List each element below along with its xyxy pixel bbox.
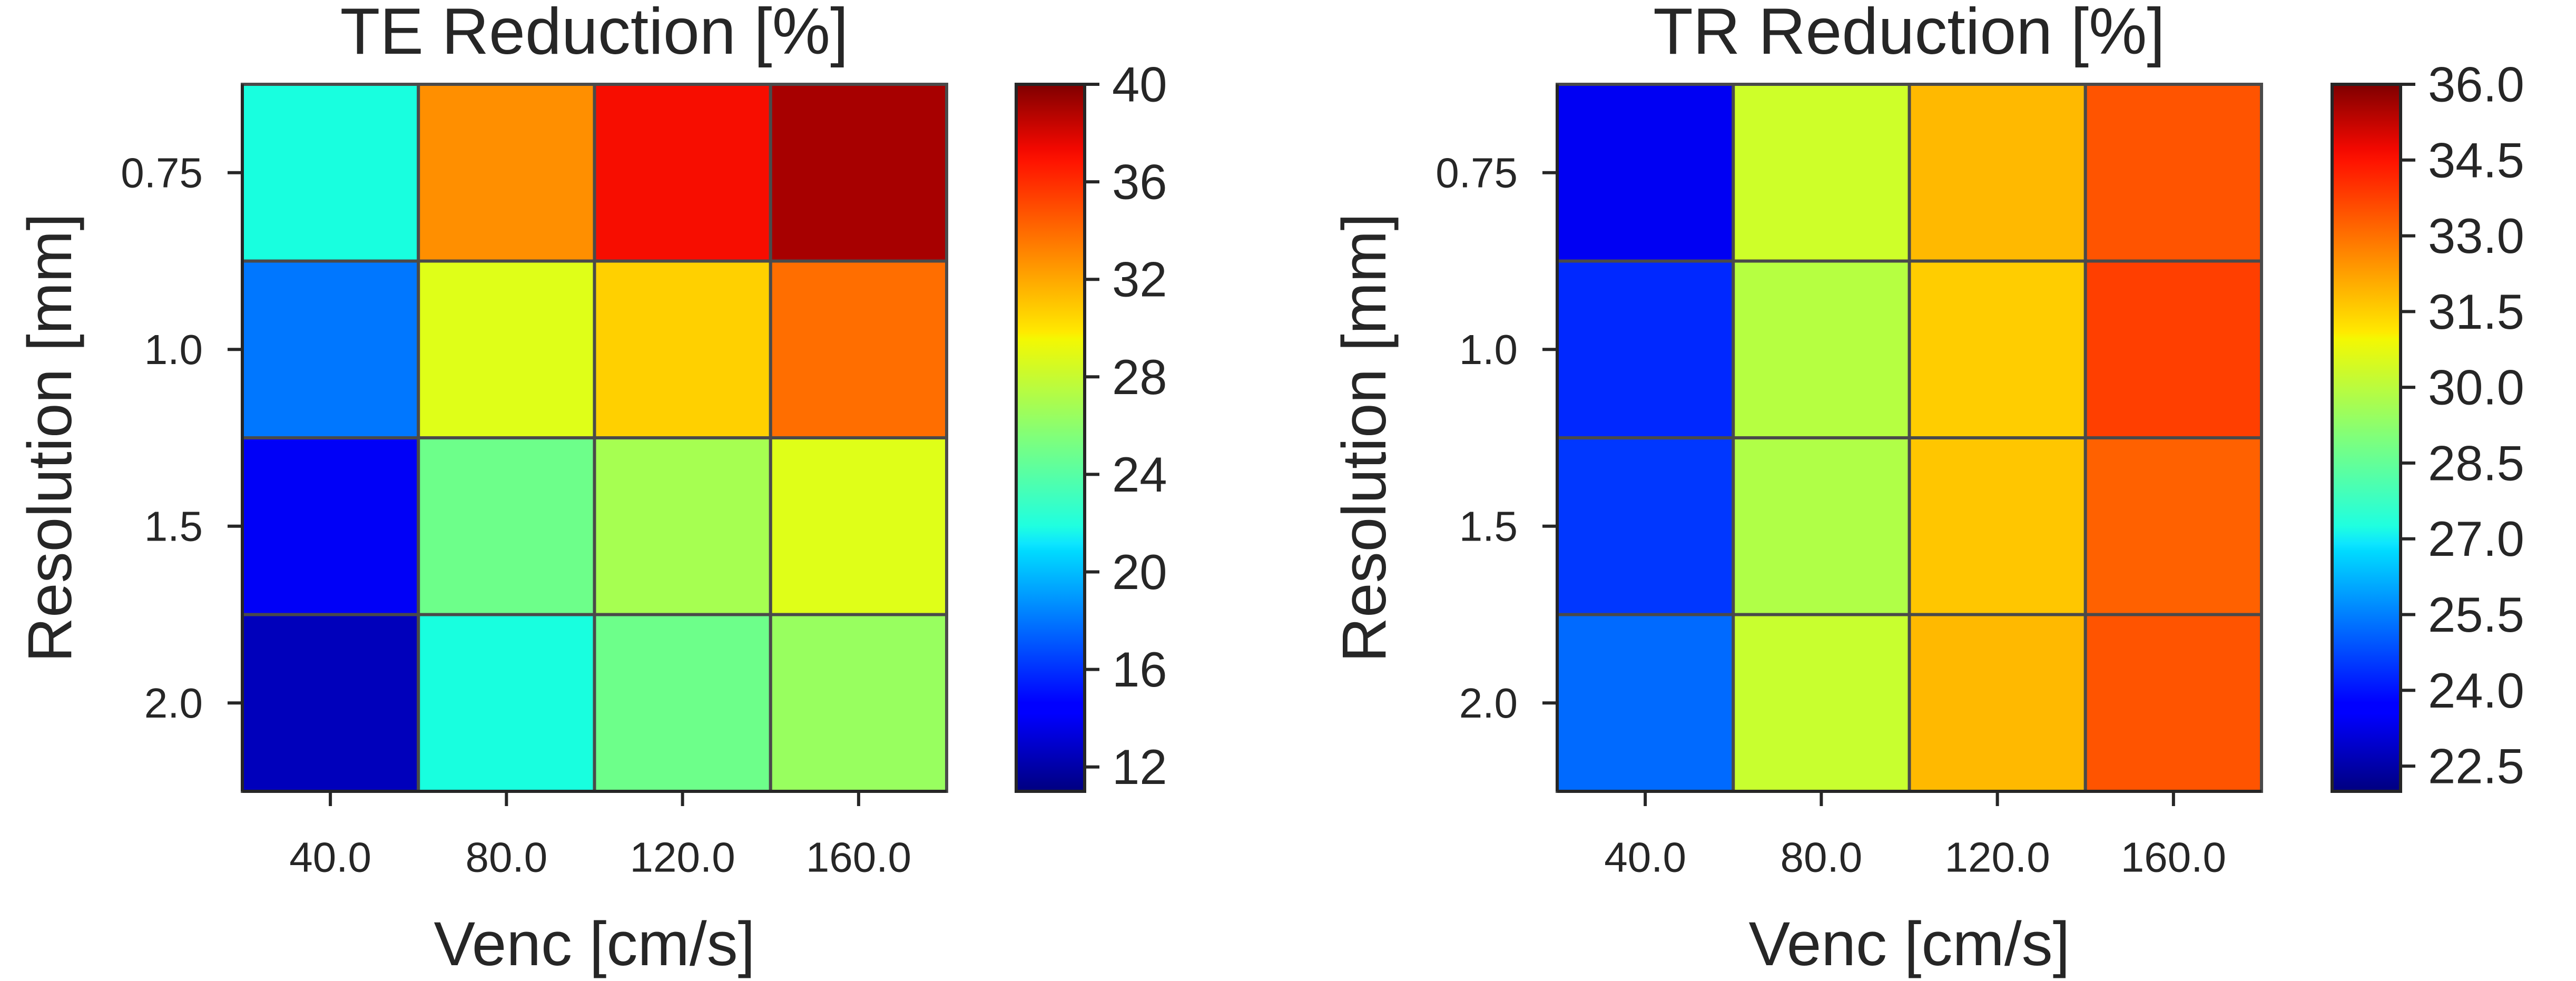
heatmap-cell-te-r1-c1 xyxy=(417,259,596,439)
colorbar-tick-label-tr-8: 34.5 xyxy=(2428,132,2524,188)
heatmap-panel-te: 0.75 1.0 1.5 2.0 40.0 80.0 120.0 160.0 TE Reduct… xyxy=(15,0,1167,979)
heatmap-cell-tr-r0-c0 xyxy=(1556,83,1735,263)
heatmap-cell-te-r3-c1 xyxy=(417,613,596,793)
colorbar-tick-label-tr-2: 25.5 xyxy=(2428,587,2524,642)
x-tick-label-te-2: 120.0 xyxy=(630,834,735,881)
heatmap-cell-te-r2-c1 xyxy=(417,436,596,616)
colorbar-tick-label-te-1: 16 xyxy=(1112,642,1167,697)
heatmap-cell-te-r0-c2 xyxy=(593,83,772,263)
x-tick-label-tr-3: 160.0 xyxy=(2121,834,2226,881)
heatmap-cell-tr-r1-c0 xyxy=(1556,259,1735,439)
colorbar-tick-label-tr-0: 22.5 xyxy=(2428,739,2524,794)
colorbar-tick-label-te-6: 36 xyxy=(1112,154,1167,210)
heatmap-cell-tr-r0-c3 xyxy=(2083,83,2263,263)
heatmap-cell-te-r2-c3 xyxy=(769,436,948,616)
colorbar-tr xyxy=(2331,83,2402,793)
heatmap-cell-tr-r2-c2 xyxy=(1908,436,2087,616)
y-tick-label-tr-3: 2.0 xyxy=(1459,680,1518,727)
heatmap-cell-tr-r1-c1 xyxy=(1732,259,1911,439)
x-axis-label-te: Venc [cm/s] xyxy=(434,909,755,979)
heatmap-cell-te-r1-c2 xyxy=(593,259,772,439)
colorbar-tick-label-te-3: 24 xyxy=(1112,447,1167,502)
y-tick-label-te-1: 1.0 xyxy=(144,326,203,373)
heatmap-cell-te-r0-c0 xyxy=(241,83,420,263)
x-tick-label-te-0: 40.0 xyxy=(289,834,371,881)
heatmap-cell-tr-r3-c1 xyxy=(1732,613,1911,793)
x-axis-label-tr: Venc [cm/s] xyxy=(1749,909,2070,979)
y-tick-label-te-3: 2.0 xyxy=(144,680,203,727)
y-tick-label-tr-0: 0.75 xyxy=(1436,149,1518,196)
heatmap-cell-te-r0-c3 xyxy=(769,83,948,263)
heatmap-cell-tr-r3-c0 xyxy=(1556,613,1735,793)
heatmap-cell-te-r0-c1 xyxy=(417,83,596,263)
heatmap-cell-te-r2-c2 xyxy=(593,436,772,616)
colorbar-tick-label-te-0: 12 xyxy=(1112,739,1167,794)
colorbar-tick-label-tr-1: 24.0 xyxy=(2428,663,2524,718)
heatmap-cell-tr-r0-c2 xyxy=(1908,83,2087,263)
heatmap-cell-tr-r2-c0 xyxy=(1556,436,1735,616)
y-axis-label-te: Resolution [mm] xyxy=(15,213,85,663)
heatmap-cell-te-r1-c3 xyxy=(769,259,948,439)
y-tick-label-tr-2: 1.5 xyxy=(1459,503,1518,550)
heatmap-cell-tr-r3-c2 xyxy=(1908,613,2087,793)
x-tick-label-te-3: 160.0 xyxy=(806,834,911,881)
colorbar-tick-label-te-2: 20 xyxy=(1112,544,1167,600)
x-tick-label-tr-2: 120.0 xyxy=(1945,834,2050,881)
y-axis-label-tr: Resolution [mm] xyxy=(1330,213,1399,663)
heatmap-cell-tr-r2-c3 xyxy=(2083,436,2263,616)
x-tick-label-tr-1: 80.0 xyxy=(1781,834,1863,881)
colorbar-tick-label-te-7: 40 xyxy=(1112,57,1167,112)
heatmap-cell-tr-r3-c3 xyxy=(2083,613,2263,793)
colorbar-tick-label-te-4: 28 xyxy=(1112,349,1167,405)
heatmap-cell-te-r2-c0 xyxy=(241,436,420,616)
heatmap-cell-tr-r0-c1 xyxy=(1732,83,1911,263)
chart-title-tr: TR Reduction [%] xyxy=(1653,0,2165,68)
colorbar-tick-label-te-5: 32 xyxy=(1112,252,1167,307)
colorbar-tick-label-tr-6: 31.5 xyxy=(2428,284,2524,339)
y-tick-label-tr-1: 1.0 xyxy=(1459,326,1518,373)
x-tick-label-tr-0: 40.0 xyxy=(1604,834,1686,881)
heatmap-cell-te-r3-c2 xyxy=(593,613,772,793)
heatmap-cell-tr-r1-c3 xyxy=(2083,259,2263,439)
heatmap-panel-tr: 0.75 1.0 1.5 2.0 40.0 80.0 120.0 160.0 TR Reduct… xyxy=(1330,0,2524,979)
heatmap-cell-tr-r1-c2 xyxy=(1908,259,2087,439)
colorbar-tick-label-tr-9: 36.0 xyxy=(2428,57,2524,112)
heatmap-cell-te-r1-c0 xyxy=(241,259,420,439)
colorbar-tick-label-tr-3: 27.0 xyxy=(2428,511,2524,566)
colorbar-tick-label-tr-4: 28.5 xyxy=(2428,435,2524,490)
heatmap-cell-tr-r2-c1 xyxy=(1732,436,1911,616)
heatmap-cell-te-r3-c3 xyxy=(769,613,948,793)
colorbar-tick-label-tr-5: 30.0 xyxy=(2428,360,2524,415)
x-tick-label-te-1: 80.0 xyxy=(466,834,548,881)
y-tick-label-te-2: 1.5 xyxy=(144,503,203,550)
y-tick-label-te-0: 0.75 xyxy=(121,149,203,196)
colorbar-te xyxy=(1015,83,1086,793)
chart-title-te: TE Reduction [%] xyxy=(340,0,849,68)
heatmap-cell-te-r3-c0 xyxy=(241,613,420,793)
colorbar-tick-label-tr-7: 33.0 xyxy=(2428,208,2524,263)
